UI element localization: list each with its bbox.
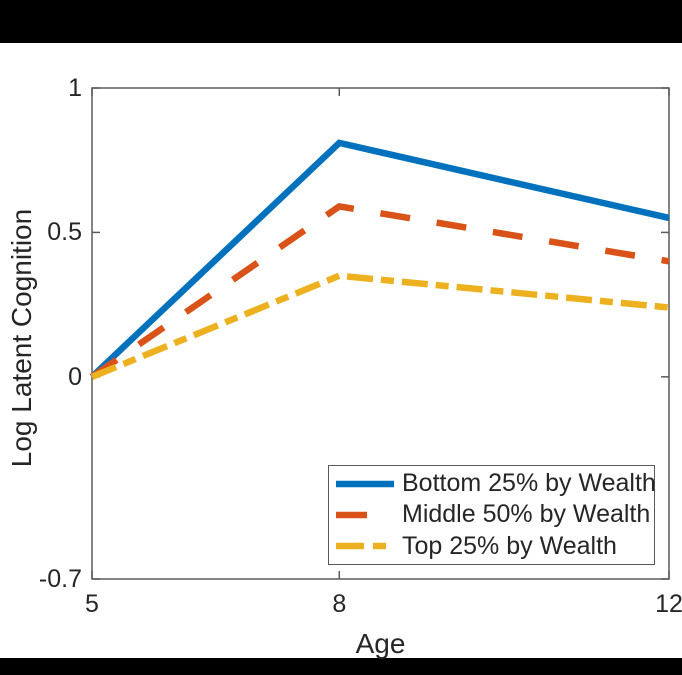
series-line-top-25-by-wealth [90, 272, 670, 380]
legend-label: Top 25% by Wealth [402, 531, 617, 560]
y-tick-label: 1 [68, 74, 82, 102]
series-line-middle-50-by-wealth [90, 202, 670, 380]
legend-label: Bottom 25% by Wealth [402, 469, 656, 498]
legend-label: Middle 50% by Wealth [402, 500, 651, 529]
y-tick-label: -0.7 [38, 565, 82, 593]
top-black-bar [0, 0, 682, 43]
axes-frame [91, 87, 670, 580]
series-line-bottom-25-by-wealth [89, 139, 670, 380]
y-axis-label: Log Latent Cognition [6, 208, 37, 468]
y-tick-label: 0 [68, 362, 82, 391]
legend-line-sample-middle-50-by-wealth [336, 511, 394, 519]
legend-item-top-25-by-wealth: Top 25% by Wealth [336, 531, 654, 560]
series-lines [89, 139, 670, 380]
y-tick-label: 0.5 [47, 218, 82, 247]
legend-item-bottom-25-by-wealth: Bottom 25% by Wealth [336, 469, 656, 498]
x-axis-label: Age [355, 628, 406, 659]
legend: Bottom 25% by Wealth Middle 50% by Wealth… [328, 465, 656, 565]
axes-box [91, 87, 670, 580]
legend-line-sample-top-25-by-wealth [336, 543, 394, 550]
x-tick-label: 5 [85, 590, 99, 618]
bottom-black-bar [0, 658, 682, 675]
x-tick-label: 12 [655, 590, 682, 618]
legend-item-middle-50-by-wealth: Middle 50% by Wealth [336, 501, 654, 528]
x-tick-label: 8 [332, 590, 347, 618]
legend-line-sample-bottom-25-by-wealth [336, 480, 394, 487]
